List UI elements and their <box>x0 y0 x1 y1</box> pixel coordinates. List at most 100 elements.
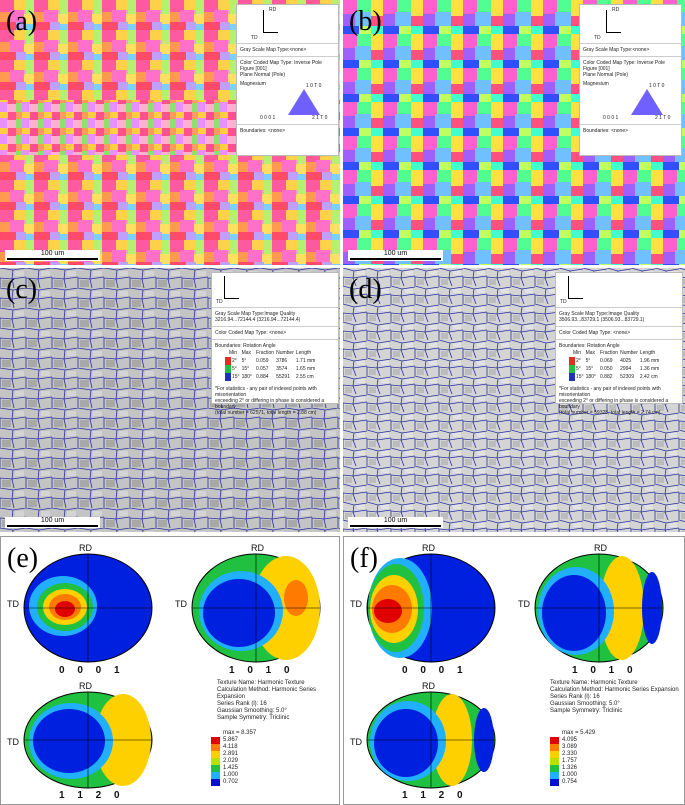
pole-figure-label-0001: 0 0 0 1 <box>59 665 125 676</box>
legend-level: 1.000 <box>562 772 578 778</box>
table-cell: 0.069 <box>600 358 613 364</box>
td-axis-label: TD <box>560 299 567 305</box>
color-coded-map-type: Color Coded Map Type: Inverse Pole Figur… <box>240 60 322 72</box>
rd-axis-label: RD <box>79 681 92 691</box>
scale-bar-text: 100 um <box>383 250 408 257</box>
boundaries-type: Boundaries: Rotation Angle <box>215 343 276 349</box>
iq-info-box-c: TD Gray Scale Map Type:Image Quality 321… <box>211 272 339 416</box>
table-header: Fraction <box>600 350 619 356</box>
table-cell: 0.882 <box>600 374 613 380</box>
td-axis-label: TD <box>518 599 530 609</box>
table-header: Length <box>295 350 312 356</box>
legend-level: 4.095 <box>562 737 578 743</box>
statistics-note: *For statistics - any pair of indexed po… <box>215 386 317 398</box>
td-axis-label: TD <box>594 35 601 41</box>
table-cell: 5° <box>576 366 581 372</box>
table-header: Number <box>620 350 638 356</box>
ipf-triangle-icon <box>288 89 320 115</box>
rd-axis-label: RD <box>594 543 607 553</box>
table-header: Length <box>639 350 656 356</box>
boundaries-info: Boundaries: <none> <box>237 124 338 137</box>
iq-info-box-d: TD Gray Scale Map Type:Image Quality 350… <box>555 272 683 416</box>
sample-symmetry: Sample Symmetry: Triclinic <box>550 708 623 714</box>
legend-level: 2.029 <box>223 758 239 764</box>
gaussian-smoothing: Gaussian Smoothing: 5.0° <box>550 701 620 707</box>
table-cell: 0.884 <box>256 374 269 380</box>
table-cell: 55291 <box>276 374 290 380</box>
table-cell: 2.42 cm <box>639 374 658 380</box>
scale-bar-text: 100 um <box>40 517 65 524</box>
legend-level: 1.425 <box>223 765 239 771</box>
pole-figure-label-1010: 1 0 1 0 <box>572 665 638 676</box>
table-cell: 1.65 mm <box>295 366 316 372</box>
scale-bar-a: 100 um <box>5 250 100 261</box>
gray-scale-range: 3506.93...83729.1 (3506.93...83729.1) <box>559 317 645 323</box>
texture-name: Texture Name: Harmonic Texture <box>217 680 305 686</box>
color-coded-map-type: Color Coded Map Type: Inverse Pole Figur… <box>583 60 665 72</box>
table-cell: 15° <box>241 366 250 372</box>
table-cell: 5° <box>232 366 237 372</box>
boundary-stats-table: Min Max Fraction Number Length 2° 5° 0.059 3786… <box>225 349 316 381</box>
legend-max: max = 8.357 <box>223 730 257 736</box>
ipf-corner-left: 0 0 0 1 <box>260 115 276 121</box>
panel-label-a: (a) <box>6 6 38 37</box>
ipf-corner-right: 2 1 T 0 <box>312 115 328 121</box>
ipf-triangle-icon <box>631 89 663 115</box>
panel-e-pole-figures: (e) RD TD 0 0 0 1 RD TD 1 0 1 0 RD TD 1 … <box>0 536 340 805</box>
contour-legend-f: max = 5.429 4.095 3.089 2.330 1.757 1.32… <box>550 730 595 786</box>
panel-label-b: (b) <box>349 6 382 37</box>
table-cell: 2° <box>576 358 581 364</box>
statistics-note: (total number = 62571, total length = 2.… <box>215 410 317 416</box>
table-cell: 15° <box>576 374 584 380</box>
pole-figure-1010 <box>191 553 321 663</box>
boundaries-info: Boundaries: <none> <box>580 124 681 137</box>
pole-figure-0001 <box>366 553 496 663</box>
gray-scale-range: 3216.94...72144.4 (3216.94...72144.4) <box>215 317 301 323</box>
statistics-note: exceeding 2° or differing in phase is co… <box>215 398 325 410</box>
pole-figure-0001 <box>23 553 153 663</box>
legend-level: 4.118 <box>223 744 238 750</box>
ipf-info-box-b: RD TD Gray Scale Map Type:<none> Color C… <box>579 4 682 156</box>
axis-arrow-icon <box>606 10 621 33</box>
legend-level: 1.326 <box>562 765 578 771</box>
table-cell: 1.36 mm <box>639 366 660 372</box>
legend-level: 2.330 <box>562 751 578 757</box>
table-cell: 4025 <box>620 358 632 364</box>
table-cell: 180° <box>241 374 252 380</box>
table-cell: 0.050 <box>600 366 613 372</box>
panel-f-pole-figures: (f) RD TD 0 0 0 1 RD TD 1 0 1 0 RD TD 1 … <box>343 536 685 805</box>
table-header: Fraction <box>256 350 275 356</box>
panel-a-ipf-map: RD TD Gray Scale Map Type:<none> Color C… <box>0 0 340 265</box>
legend-level: 0.754 <box>562 779 578 785</box>
series-rank: Series Rank (l): 16 <box>550 694 600 700</box>
plane-normal: Plane Normal (Pole) <box>583 72 629 78</box>
scale-bar-b: 100 um <box>348 250 443 261</box>
td-axis-label: TD <box>350 599 362 609</box>
table-cell: 52309 <box>620 374 634 380</box>
scale-bar-text: 100 um <box>383 517 408 524</box>
scale-bar-c: 100 um <box>5 517 100 528</box>
gray-scale-map-type: Gray Scale Map Type:<none> <box>237 43 338 56</box>
texture-info: Texture Name: Harmonic Texture Calculati… <box>550 680 679 715</box>
table-header: Max <box>241 350 252 356</box>
rd-axis-label: RD <box>422 681 435 691</box>
scale-bar-d: 100 um <box>348 517 443 528</box>
legend-level: 3.089 <box>562 744 578 750</box>
panel-label-f: (f) <box>350 543 378 574</box>
table-cell: 1.71 mm <box>295 358 316 364</box>
table-cell: 3574 <box>276 366 288 372</box>
panel-b-ipf-map: RD TD Gray Scale Map Type:<none> Color C… <box>343 0 685 265</box>
legend-level: 1.757 <box>562 758 578 764</box>
color-coded-map-type: Color Coded Map Type: <none> <box>556 326 682 339</box>
gaussian-smoothing: Gaussian Smoothing: 5.0° <box>217 708 287 714</box>
table-cell: 15° <box>585 366 594 372</box>
axis-arrow-icon <box>568 276 583 299</box>
rd-axis-label: RD <box>422 543 435 553</box>
table-header: Number <box>276 350 294 356</box>
statistics-note: (total number = 59328, total length = 2.… <box>559 410 661 416</box>
panel-c-iq-map: TD Gray Scale Map Type:Image Quality 321… <box>0 268 340 532</box>
pole-figure-label-1120: 1 1 2 0 <box>59 790 125 801</box>
phase-name: Magnesium <box>240 81 266 87</box>
panel-label-e: (e) <box>7 543 39 574</box>
pole-figure-label-1010: 1 0 1 0 <box>229 665 295 676</box>
